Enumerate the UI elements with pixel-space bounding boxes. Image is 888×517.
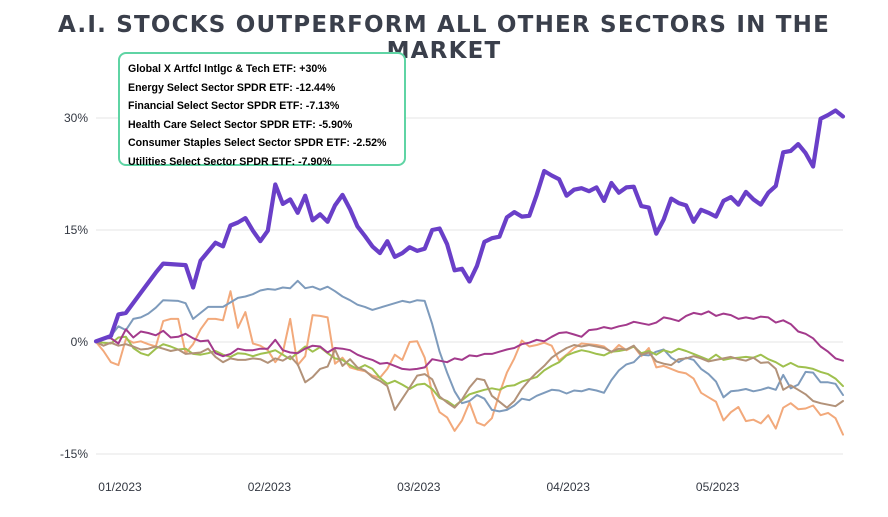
- series-line-1: [95, 290, 844, 436]
- y-tick-label: -15%: [60, 447, 88, 461]
- chart-title: A.I. STOCKS OUTPERFORM ALL OTHER SECTORS…: [58, 12, 830, 64]
- x-tick-label: 05/2023: [696, 480, 740, 494]
- series-line-3: [95, 335, 844, 408]
- legend-entry-health-care: Health Care Select Sector SPDR ETF: -5.9…: [128, 118, 353, 131]
- series-line-2: [95, 279, 844, 413]
- x-tick-label: 01/2023: [98, 480, 142, 494]
- x-tick-label: 04/2023: [547, 480, 591, 494]
- legend-entry-financial: Financial Select Sector SPDR ETF: -7.13%: [128, 100, 340, 113]
- series-line-0: [93, 108, 846, 344]
- legend-entry-energy: Energy Select Sector SPDR ETF: -12.44%: [128, 81, 336, 94]
- x-axis-ticks: 01/2023 02/2023 03/2023 04/2023 05/2023: [98, 480, 739, 494]
- legend-entry-utilities: Utilities Select Sector SPDR ETF: -7.90%: [128, 155, 332, 168]
- series-line-4: [95, 310, 844, 371]
- y-tick-label: 30%: [64, 111, 88, 125]
- y-tick-label: 0%: [71, 335, 89, 349]
- x-tick-label: 03/2023: [397, 480, 441, 494]
- series-lines: [93, 108, 846, 436]
- series-line-5: [95, 341, 844, 411]
- y-tick-label: 15%: [64, 223, 88, 237]
- x-tick-label: 02/2023: [248, 480, 292, 494]
- legend-entry-ai-tech: Global X Artfcl Intlgc & Tech ETF: +30%: [128, 63, 327, 75]
- y-axis-ticks: -15% 0% 15% 30%: [60, 111, 88, 461]
- legend: Global X Artfcl Intlgc & Tech ETF: +30% …: [118, 52, 406, 168]
- legend-entry-consumer-staples: Consumer Staples Select Sector SPDR ETF:…: [128, 137, 387, 150]
